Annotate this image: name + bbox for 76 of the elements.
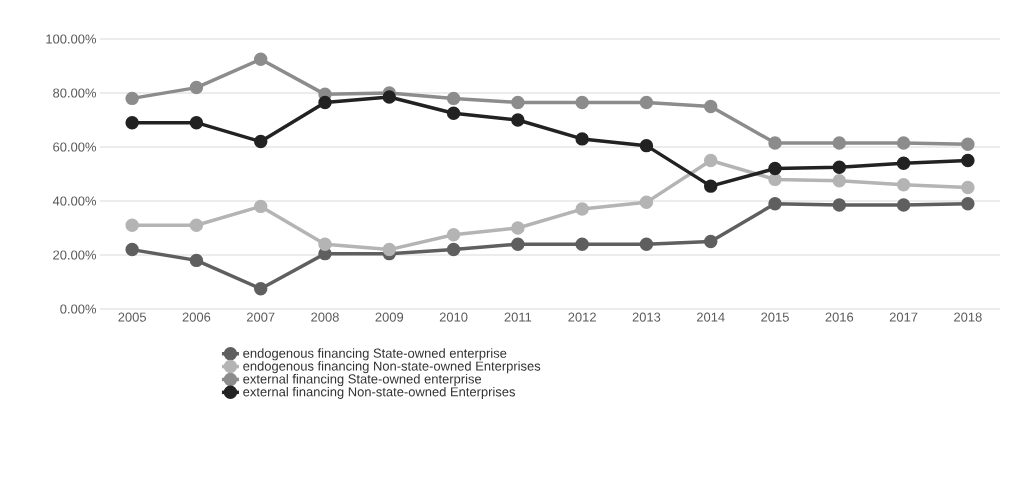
y-tick-label: 0.00% [60,304,97,314]
point [511,221,525,235]
point [639,195,654,210]
point [961,153,975,168]
point [382,242,397,257]
point [382,90,397,104]
x-tick-label: 2008 [311,312,339,322]
x-tick-label: 2007 [246,312,275,322]
point [318,95,332,110]
x-tick-label: 2010 [439,312,468,322]
point [575,237,589,251]
x-tick-label: 2005 [118,312,146,322]
point [832,198,847,212]
y-tick-label: 100.00% [46,34,97,44]
point [768,172,782,187]
point [832,174,847,188]
point [189,253,204,268]
point [639,138,654,153]
point [125,242,139,257]
point [125,91,139,106]
point [896,156,911,170]
point [125,115,139,130]
point [253,52,268,66]
x-tick-label: 2006 [182,312,211,322]
point [703,234,718,249]
y-tick-label: 20.00% [53,250,97,260]
point [511,95,525,110]
point [832,136,847,150]
point [639,95,654,110]
x-tick-label: 2016 [825,312,854,322]
point [768,161,782,176]
point [575,202,589,216]
point [961,180,975,195]
x-tick-label: 2009 [375,312,404,322]
x-tick-label: 2017 [889,312,918,322]
point [253,282,268,296]
x-tick-label: 2014 [696,312,725,322]
legend-label: external financing Non-state-owned Enterprises [243,386,516,399]
point [446,242,461,257]
x-tick-label: 2013 [632,312,661,322]
point [511,237,525,251]
point [961,137,975,152]
x-tick-label: 2012 [568,312,596,322]
point [575,95,589,110]
point [639,237,654,251]
point [703,153,718,168]
point [189,80,204,95]
point [318,237,332,251]
point [446,106,461,120]
legend-label: external financing State-owned enterprise [243,374,482,387]
point [189,115,204,130]
legend-label: endogenous financing Non-state-owned Enterprises [243,361,541,374]
point [446,228,461,242]
legend-label: endogenous financing State-owned enterprise [243,348,507,361]
y-tick-label: 40.00% [52,196,97,206]
y-tick-label: 60.00% [53,142,97,152]
point [896,136,911,150]
x-tick-label: 2018 [954,312,982,322]
point [253,134,268,149]
point [896,178,911,192]
point [125,218,139,233]
point [768,196,782,211]
x-tick-label: 2015 [761,312,789,322]
point [832,160,847,174]
point [253,199,268,214]
point [896,198,911,212]
point [189,218,204,233]
point [511,113,525,127]
point [575,132,589,146]
point [703,99,718,114]
point [768,136,782,150]
point [446,91,461,106]
y-tick-label: 80.00% [53,88,97,98]
x-tick-label: 2011 [504,312,532,322]
point [703,179,718,193]
point [961,196,975,211]
